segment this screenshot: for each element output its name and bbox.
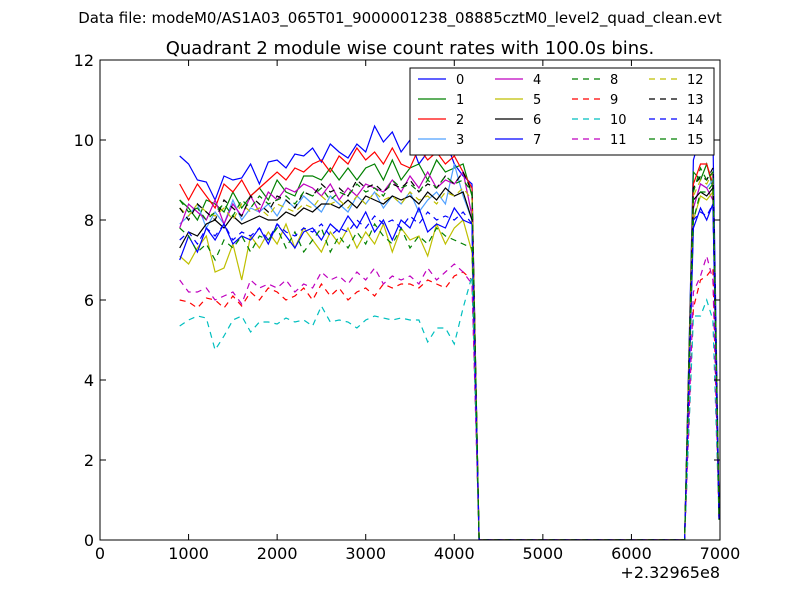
series-line-12 <box>179 171 720 540</box>
x-offset-label: +2.32965e8 <box>620 563 720 582</box>
x-tick-label: 1000 <box>168 544 209 563</box>
legend-label-14: 14 <box>687 113 704 128</box>
series-line-15 <box>179 166 720 540</box>
series-line-14 <box>179 203 720 540</box>
legend-label-6: 6 <box>533 113 541 128</box>
x-tick-label: 4000 <box>434 544 475 563</box>
legend-box <box>409 67 715 156</box>
series-line-9 <box>179 266 720 540</box>
x-tick-label: 6000 <box>611 544 652 563</box>
x-tick-label: 0 <box>95 544 105 563</box>
y-tick-label: 6 <box>84 291 94 310</box>
y-tick-label: 2 <box>84 451 94 470</box>
legend-label-12: 12 <box>687 73 704 88</box>
x-tick-label: 5000 <box>522 544 563 563</box>
series-line-10 <box>179 275 720 540</box>
series-line-13 <box>179 167 720 540</box>
chart-title: Quadrant 2 module wise count rates with … <box>166 38 655 59</box>
legend-label-11: 11 <box>610 133 627 148</box>
y-tick-label: 0 <box>84 531 94 550</box>
series-line-11 <box>179 253 720 540</box>
x-tick-label: 2000 <box>257 544 298 563</box>
x-tick-label: 3000 <box>345 544 386 563</box>
legend-label-2: 2 <box>456 113 464 128</box>
y-tick-label: 10 <box>74 131 94 150</box>
series-line-5 <box>179 190 720 540</box>
legend-label-7: 7 <box>533 133 541 148</box>
y-tick-label: 12 <box>74 51 94 70</box>
legend-label-1: 1 <box>456 93 464 108</box>
legend-label-8: 8 <box>610 73 618 88</box>
series-line-6 <box>179 186 720 540</box>
series-line-7 <box>179 203 720 540</box>
legend-label-0: 0 <box>456 73 464 88</box>
series-line-4 <box>179 170 720 540</box>
x-tick-label: 7000 <box>700 544 741 563</box>
series-line-0 <box>179 124 720 540</box>
y-tick-label: 4 <box>84 371 94 390</box>
legend-label-13: 13 <box>687 93 704 108</box>
suptitle: Data file: modeM0/AS1A03_065T01_90000012… <box>78 9 722 28</box>
legend-label-5: 5 <box>533 93 541 108</box>
series-line-2 <box>179 146 720 540</box>
legend-label-3: 3 <box>456 133 464 148</box>
y-tick-label: 8 <box>84 211 94 230</box>
legend-label-4: 4 <box>533 73 541 88</box>
legend-label-9: 9 <box>610 93 618 108</box>
plot-area <box>179 124 720 540</box>
legend-label-10: 10 <box>610 113 627 128</box>
series-line-1 <box>179 158 720 540</box>
legend-label-15: 15 <box>687 133 704 148</box>
